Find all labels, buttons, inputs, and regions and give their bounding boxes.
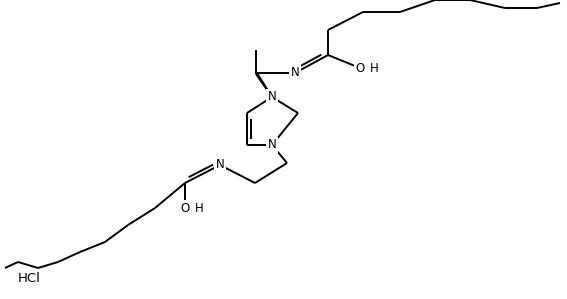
Text: O: O xyxy=(180,202,189,214)
Text: N: N xyxy=(268,138,276,152)
Text: N: N xyxy=(215,158,225,172)
Text: HCl: HCl xyxy=(18,271,41,285)
Text: O: O xyxy=(356,62,365,74)
Text: H: H xyxy=(370,62,379,74)
Text: H: H xyxy=(195,202,204,214)
Text: N: N xyxy=(268,91,276,103)
Text: N: N xyxy=(291,66,299,80)
